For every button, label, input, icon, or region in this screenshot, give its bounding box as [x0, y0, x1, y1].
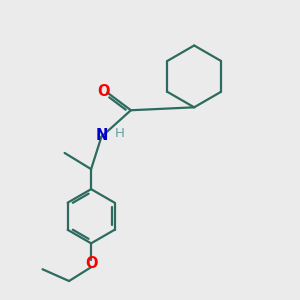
Text: O: O — [98, 84, 110, 99]
Text: H: H — [115, 127, 124, 140]
Text: N: N — [95, 128, 108, 143]
Text: O: O — [85, 256, 98, 271]
